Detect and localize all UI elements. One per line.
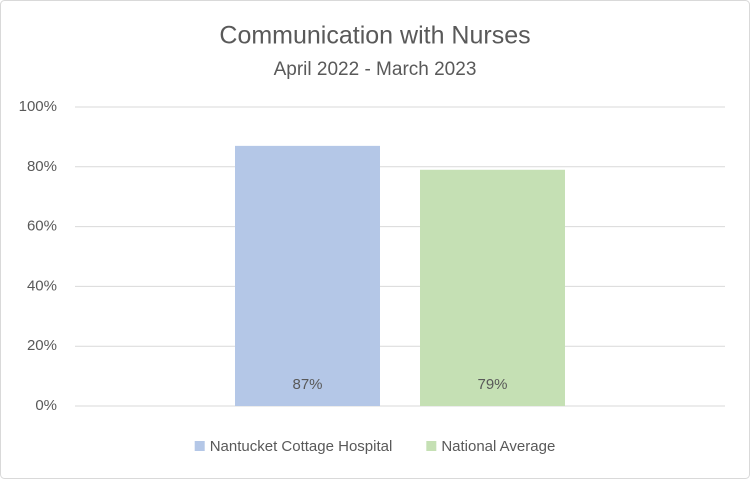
- data-label: 79%: [477, 376, 507, 393]
- chart-title: Communication with Nurses: [219, 22, 530, 50]
- data-label: 87%: [292, 376, 322, 393]
- bar: [235, 145, 380, 406]
- y-tick-label: 100%: [19, 98, 57, 115]
- bar: [420, 169, 565, 406]
- legend-label: Nantucket Cottage Hospital: [210, 438, 393, 455]
- legend-swatch: [426, 441, 437, 451]
- legend-label: National Average: [441, 438, 555, 455]
- legend-swatch: [194, 441, 205, 451]
- y-tick-label: 60%: [27, 218, 57, 235]
- chart-subtitle: April 2022 - March 2023: [274, 59, 477, 80]
- y-tick-label: 0%: [35, 397, 57, 414]
- y-tick-label: 40%: [27, 277, 57, 294]
- y-tick-label: 20%: [27, 337, 57, 354]
- y-tick-label: 80%: [27, 158, 57, 175]
